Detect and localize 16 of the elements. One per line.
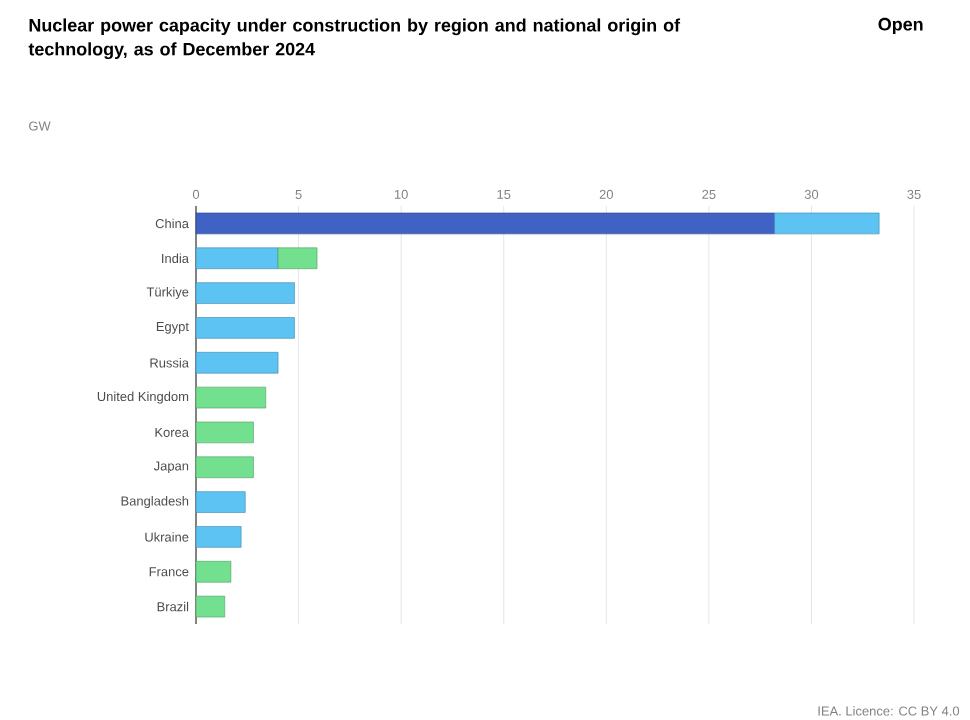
bar [195,352,279,374]
bar [195,386,267,409]
bar [195,317,295,339]
bar [195,456,254,478]
bar [195,212,775,235]
bar [195,491,246,513]
bar [195,526,242,548]
bar [195,247,279,269]
text: Open [878,17,923,35]
bar [774,212,880,235]
bar [277,247,318,269]
chart-title: Nuclear power capacity under construction by region and national origin of technology, as of December 2024 [28,18,681,60]
bar [195,561,232,583]
bar [195,421,254,444]
bar [195,282,295,304]
bar [195,595,226,618]
